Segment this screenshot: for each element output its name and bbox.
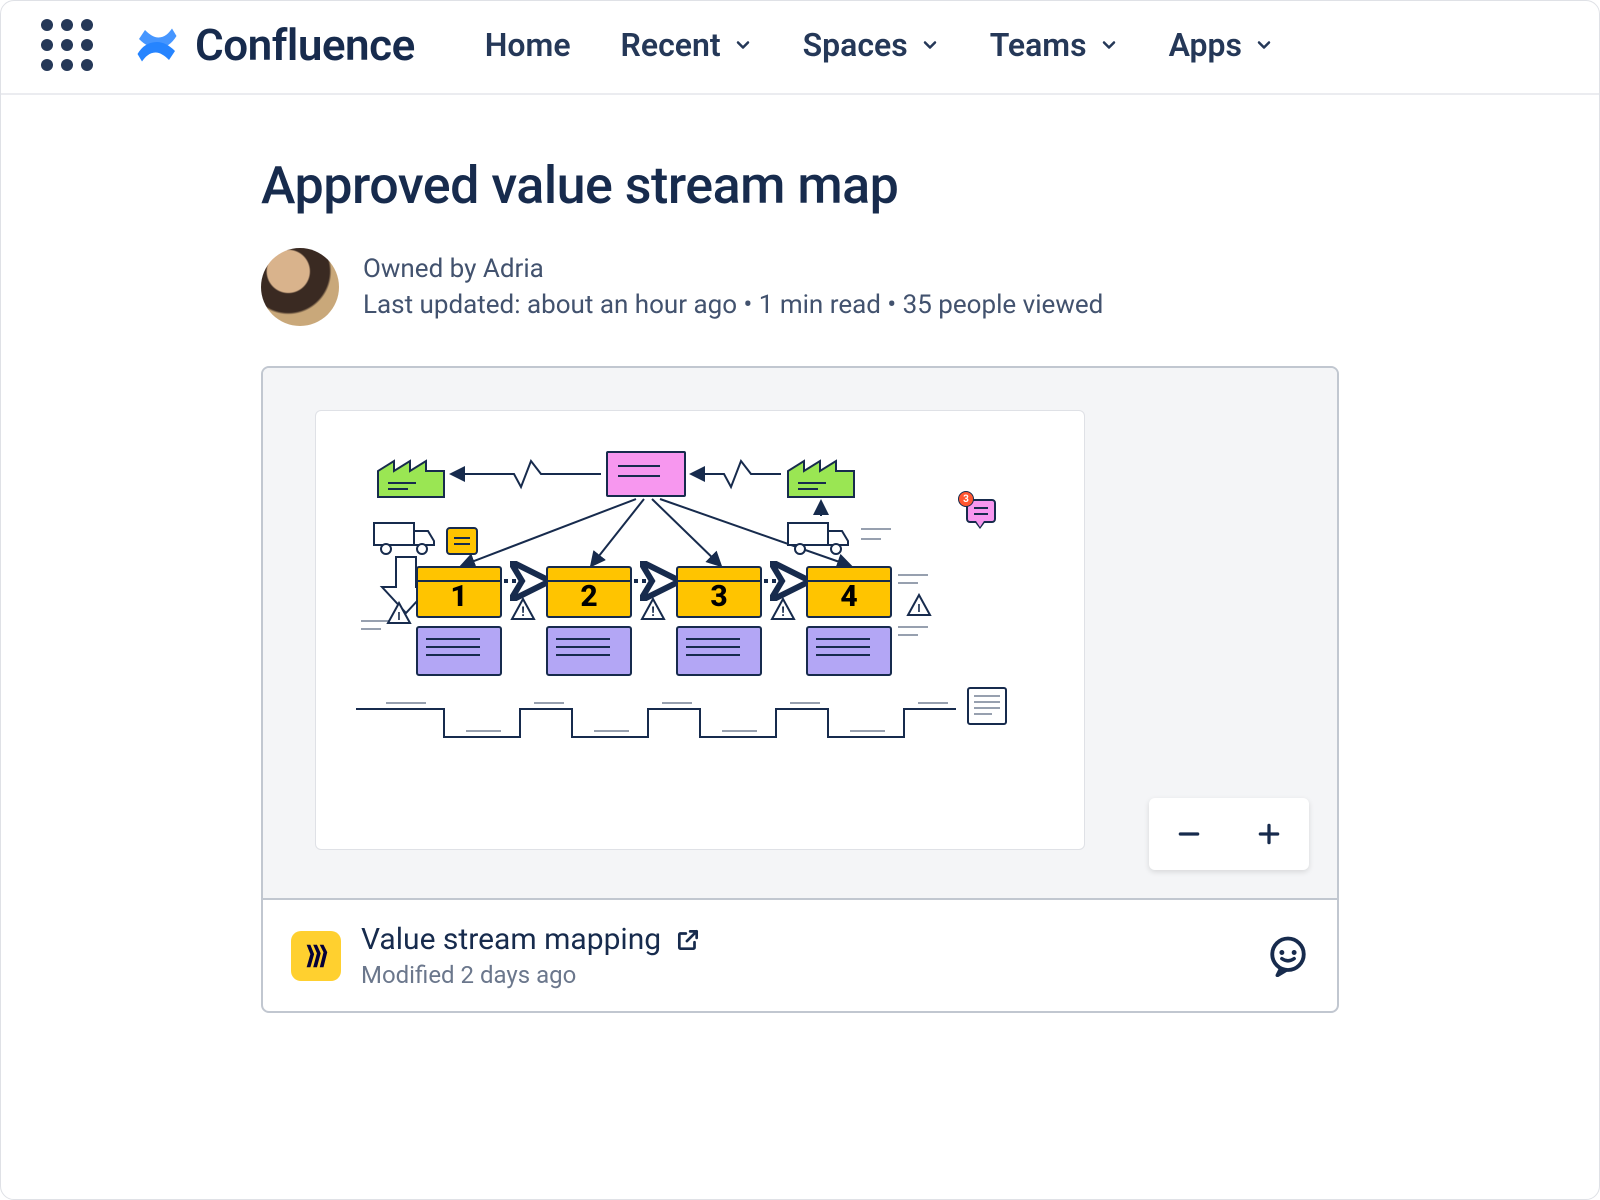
nav-teams[interactable]: Teams: [990, 26, 1119, 64]
nav-apps-label: Apps: [1169, 26, 1242, 64]
chevron-down-icon: [733, 35, 753, 55]
product-logo[interactable]: Confluence: [133, 19, 415, 71]
nav-recent[interactable]: Recent: [621, 26, 753, 64]
external-link-icon: [675, 927, 701, 953]
comment-count-badge: 3: [958, 491, 974, 507]
svg-text:I: I: [917, 602, 920, 615]
page-title: Approved value stream map: [261, 155, 1339, 216]
chevron-down-icon: [1099, 35, 1119, 55]
minus-icon: [1176, 821, 1202, 847]
vsm-process-3: 3: [676, 566, 762, 618]
chevron-down-icon: [920, 35, 940, 55]
embed-title-row[interactable]: Value stream mapping: [361, 922, 701, 957]
owner-line: Owned by Adria: [363, 254, 1103, 284]
vsm-databox-1: [416, 626, 502, 676]
vsm-process-2: 2: [546, 566, 632, 618]
embed-canvas[interactable]: 3 1 2 3 4 I ! !: [263, 368, 1337, 898]
embed-modified: Modified 2 days ago: [361, 961, 701, 989]
vsm-sticky-yellow: [446, 527, 478, 555]
product-name: Confluence: [195, 19, 415, 71]
meta-line: Last updated: about an hour ago • 1 min …: [363, 290, 1103, 320]
chevron-down-icon: [1254, 35, 1274, 55]
vsm-truck-in: [372, 519, 438, 557]
miro-logo-icon: [301, 941, 331, 971]
vsm-databox-3: [676, 626, 762, 676]
zoom-in-button[interactable]: [1229, 798, 1309, 870]
vsm-inventory-triangle: I: [386, 601, 412, 625]
nav-spaces[interactable]: Spaces: [803, 26, 940, 64]
nav-apps[interactable]: Apps: [1169, 26, 1274, 64]
svg-text:!: !: [651, 605, 655, 620]
vsm-warning-triangle: !: [640, 597, 666, 621]
app-frame: Confluence Home Recent Spaces Teams Apps: [0, 0, 1600, 1200]
vsm-board: 3 1 2 3 4 I ! !: [315, 410, 1085, 850]
vsm-truck-out: [786, 519, 852, 557]
comment-icon[interactable]: [1267, 935, 1309, 977]
svg-text:I: I: [397, 610, 400, 623]
zoom-out-button[interactable]: [1149, 798, 1229, 870]
plus-icon: [1256, 821, 1282, 847]
embed-title: Value stream mapping: [361, 922, 661, 957]
vsm-production-control: [606, 451, 686, 497]
embed-info: Value stream mapping Modified 2 days ago: [361, 922, 701, 989]
nav-home[interactable]: Home: [485, 26, 571, 64]
app-switcher-icon[interactable]: [41, 19, 93, 71]
embed-card: 3 1 2 3 4 I ! !: [261, 366, 1339, 1013]
global-header: Confluence Home Recent Spaces Teams Apps: [1, 1, 1599, 95]
vsm-inventory-triangle: I: [906, 593, 932, 617]
vsm-process-1: 1: [416, 566, 502, 618]
svg-text:!: !: [521, 605, 525, 620]
nav-teams-label: Teams: [990, 26, 1087, 64]
vsm-summary-doc: [966, 686, 1008, 726]
vsm-customer-factory: [786, 451, 856, 499]
page-meta: Owned by Adria Last updated: about an ho…: [261, 248, 1339, 326]
nav-spaces-label: Spaces: [803, 26, 908, 64]
miro-app-icon[interactable]: [291, 931, 341, 981]
vsm-warning-triangle: !: [510, 597, 536, 621]
vsm-process-4: 4: [806, 566, 892, 618]
confluence-icon: [133, 21, 181, 69]
page-content: Approved value stream map Owned by Adria…: [1, 95, 1599, 1053]
vsm-warning-triangle: !: [770, 597, 796, 621]
page-meta-text: Owned by Adria Last updated: about an ho…: [363, 254, 1103, 320]
owner-avatar[interactable]: [261, 248, 339, 326]
zoom-controls: [1149, 798, 1309, 870]
vsm-databox-4: [806, 626, 892, 676]
nav-home-label: Home: [485, 26, 571, 64]
embed-footer: Value stream mapping Modified 2 days ago: [263, 898, 1337, 1011]
svg-text:!: !: [781, 605, 785, 620]
vsm-databox-2: [546, 626, 632, 676]
primary-nav: Home Recent Spaces Teams Apps: [485, 26, 1274, 64]
vsm-supplier-factory: [376, 451, 446, 499]
nav-recent-label: Recent: [621, 26, 721, 64]
vsm-comment-bubble[interactable]: 3: [966, 499, 996, 523]
